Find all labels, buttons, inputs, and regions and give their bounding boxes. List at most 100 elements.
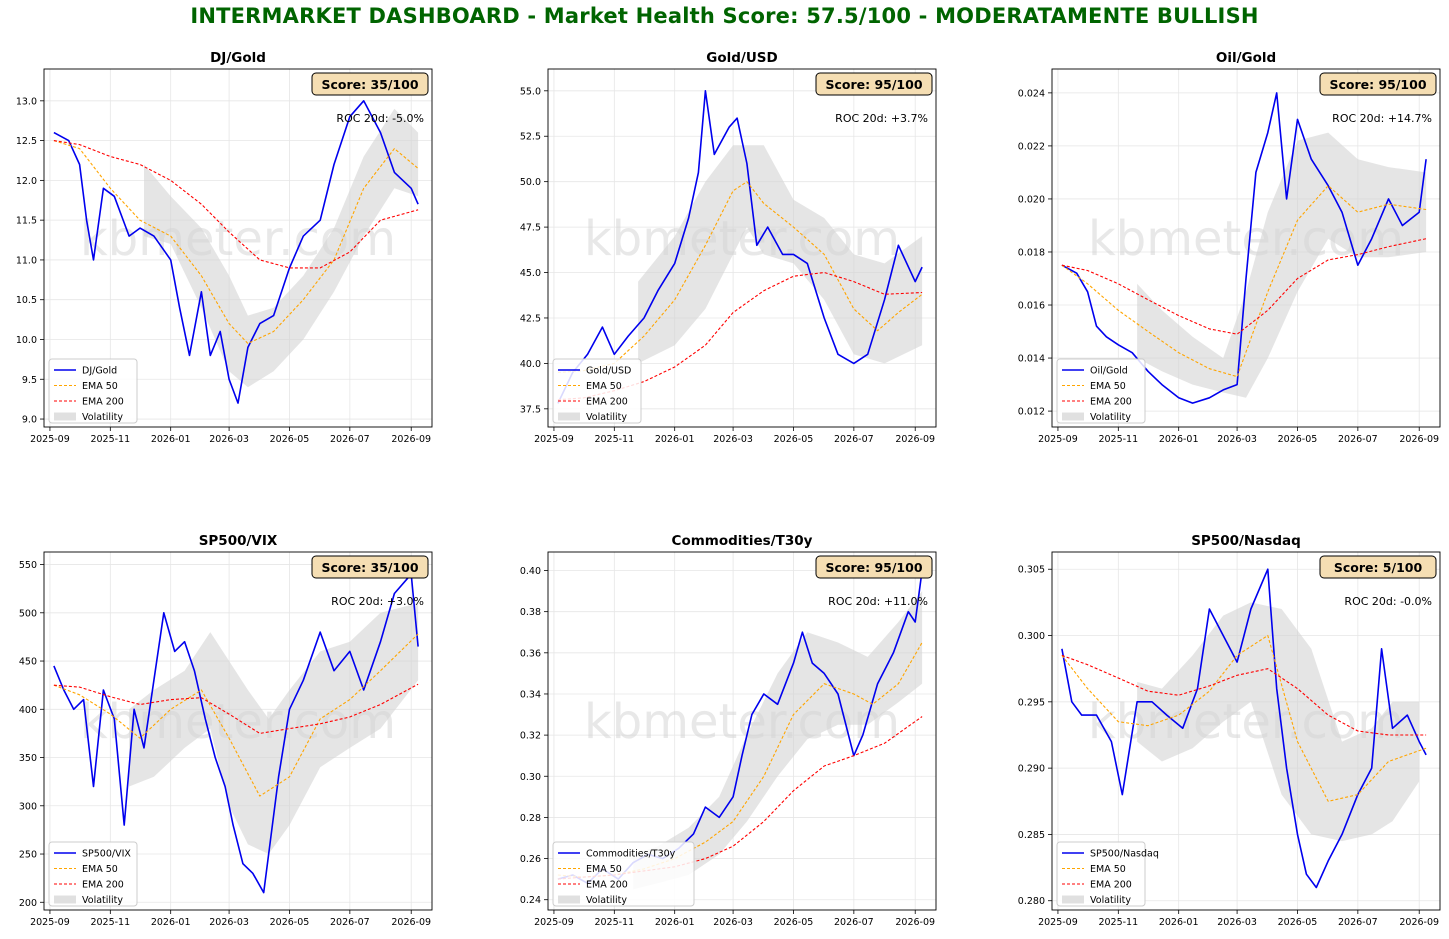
- volatility-band: [129, 603, 419, 854]
- legend-label: SP500/VIX: [82, 849, 131, 860]
- y-tick-label: 0.016: [1018, 301, 1045, 312]
- y-tick-label: 40.0: [520, 359, 541, 370]
- y-tick-label: 47.5: [520, 223, 541, 234]
- y-tick-label: 0.014: [1018, 354, 1045, 365]
- x-tick-label: 2026-05: [270, 434, 310, 445]
- x-tick-label: 2026-03: [713, 434, 753, 445]
- legend-swatch: [1062, 895, 1084, 904]
- score-box: [815, 72, 933, 96]
- legend-label: EMA 50: [1090, 864, 1126, 875]
- legend-label: EMA 200: [82, 397, 124, 408]
- ratio-series-line: [1061, 92, 1427, 404]
- legend-label: EMA 50: [586, 381, 622, 392]
- y-tick-label: 450: [19, 657, 37, 668]
- x-tick-label: 2026-07: [330, 434, 370, 445]
- y-tick-label: 12.5: [16, 136, 37, 147]
- x-tick-label: 2026-07: [1338, 917, 1378, 928]
- roc-label: ROC 20d: +3.7%: [835, 112, 928, 125]
- x-tick-label: 2025-11: [1098, 917, 1138, 928]
- score-box: [1319, 555, 1437, 579]
- chart-title: SP500/VIX: [199, 533, 278, 549]
- roc-label: ROC 20d: -5.0%: [336, 112, 424, 125]
- legend-label: EMA 50: [586, 864, 622, 875]
- chart-title: Oil/Gold: [1216, 50, 1276, 66]
- x-tick-label: 2026-03: [209, 434, 249, 445]
- x-tick-label: 2026-05: [1278, 917, 1318, 928]
- chart-title: SP500/Nasdaq: [1191, 533, 1301, 549]
- score-label: Score: 95/100: [1329, 77, 1426, 92]
- x-tick-label: 2026-07: [1338, 434, 1378, 445]
- legend-label: EMA 200: [586, 397, 628, 408]
- score-label: Score: 95/100: [825, 77, 922, 92]
- y-tick-label: 250: [19, 850, 37, 861]
- roc-label: ROC 20d: +3.0%: [331, 595, 424, 608]
- x-tick-label: 2026-03: [1217, 434, 1257, 445]
- x-tick-label: 2025-09: [534, 917, 574, 928]
- score-box: [311, 72, 429, 96]
- score-box: [1319, 72, 1437, 96]
- legend-label: Gold/USD: [586, 366, 631, 377]
- legend-swatch: [54, 412, 76, 421]
- legend-label: Volatility: [1090, 412, 1131, 423]
- y-tick-label: 0.40: [520, 566, 541, 577]
- x-tick-label: 2026-09: [1399, 434, 1439, 445]
- legend-label: Commodities/T30y: [586, 849, 676, 860]
- y-tick-label: 45.0: [520, 268, 541, 279]
- y-tick-label: 0.305: [1018, 565, 1045, 576]
- plot-frame: [43, 551, 433, 911]
- ema50-line: [1061, 634, 1427, 802]
- y-tick-label: 0.36: [520, 648, 541, 659]
- legend-swatch: [558, 895, 580, 904]
- x-tick-label: 2025-11: [594, 434, 634, 445]
- x-tick-label: 2026-05: [774, 434, 814, 445]
- chart-panel: 2025-09 2025-11 2026-01 2026-03 2026-05 2026-…: [520, 533, 937, 928]
- x-tick-label: 2026-01: [1159, 434, 1199, 445]
- legend-label: EMA 50: [1090, 381, 1126, 392]
- legend-label: Volatility: [1090, 895, 1131, 906]
- plot-frame: [547, 68, 937, 428]
- x-tick-label: 2026-09: [1399, 917, 1439, 928]
- roc-label: ROC 20d: +11.0%: [828, 595, 928, 608]
- chart-title: DJ/Gold: [210, 50, 266, 66]
- y-tick-label: 0.300: [1018, 631, 1045, 642]
- legend-swatch: [54, 895, 76, 904]
- legend-box: [1056, 358, 1146, 424]
- x-tick-label: 2025-09: [1038, 917, 1078, 928]
- y-tick-label: 350: [19, 753, 37, 764]
- legend-label: EMA 200: [1090, 880, 1132, 891]
- y-tick-label: 52.5: [520, 132, 541, 143]
- x-tick-label: 2025-09: [30, 434, 70, 445]
- ema50-line: [1061, 185, 1427, 378]
- x-tick-label: 2025-09: [30, 917, 70, 928]
- score-label: Score: 5/100: [1334, 560, 1423, 575]
- ema50-line: [557, 181, 923, 374]
- x-tick-label: 2026-01: [655, 434, 695, 445]
- legend-label: EMA 50: [82, 381, 118, 392]
- y-tick-label: 0.28: [520, 813, 541, 824]
- y-tick-label: 0.34: [520, 689, 541, 700]
- x-tick-label: 2025-11: [90, 434, 130, 445]
- y-tick-label: 0.295: [1018, 697, 1045, 708]
- legend-box: [48, 841, 138, 907]
- y-tick-label: 400: [19, 705, 37, 716]
- chart-panel: 2025-09 2025-11 2026-01 2026-03 2026-05 2026-…: [520, 50, 937, 445]
- y-tick-label: 9.0: [22, 415, 37, 426]
- x-tick-label: 2026-09: [391, 434, 431, 445]
- ratio-series-line: [53, 573, 419, 894]
- x-tick-label: 2026-05: [774, 917, 814, 928]
- chart-panel: 2025-09 2025-11 2026-01 2026-03 2026-05 2026-…: [19, 533, 433, 928]
- score-box: [311, 555, 429, 579]
- plot-frame: [547, 551, 937, 911]
- x-tick-label: 2026-09: [895, 434, 935, 445]
- x-tick-label: 2026-03: [1217, 917, 1257, 928]
- legend-box: [552, 841, 695, 907]
- legend-label: Volatility: [82, 412, 123, 423]
- y-tick-label: 55.0: [520, 86, 541, 97]
- legend-label: EMA 200: [82, 880, 124, 891]
- roc-label: ROC 20d: -0.0%: [1344, 595, 1432, 608]
- x-tick-label: 2026-01: [151, 434, 191, 445]
- y-tick-label: 10.5: [16, 295, 37, 306]
- legend-swatch: [558, 412, 580, 421]
- y-tick-label: 37.5: [520, 404, 541, 415]
